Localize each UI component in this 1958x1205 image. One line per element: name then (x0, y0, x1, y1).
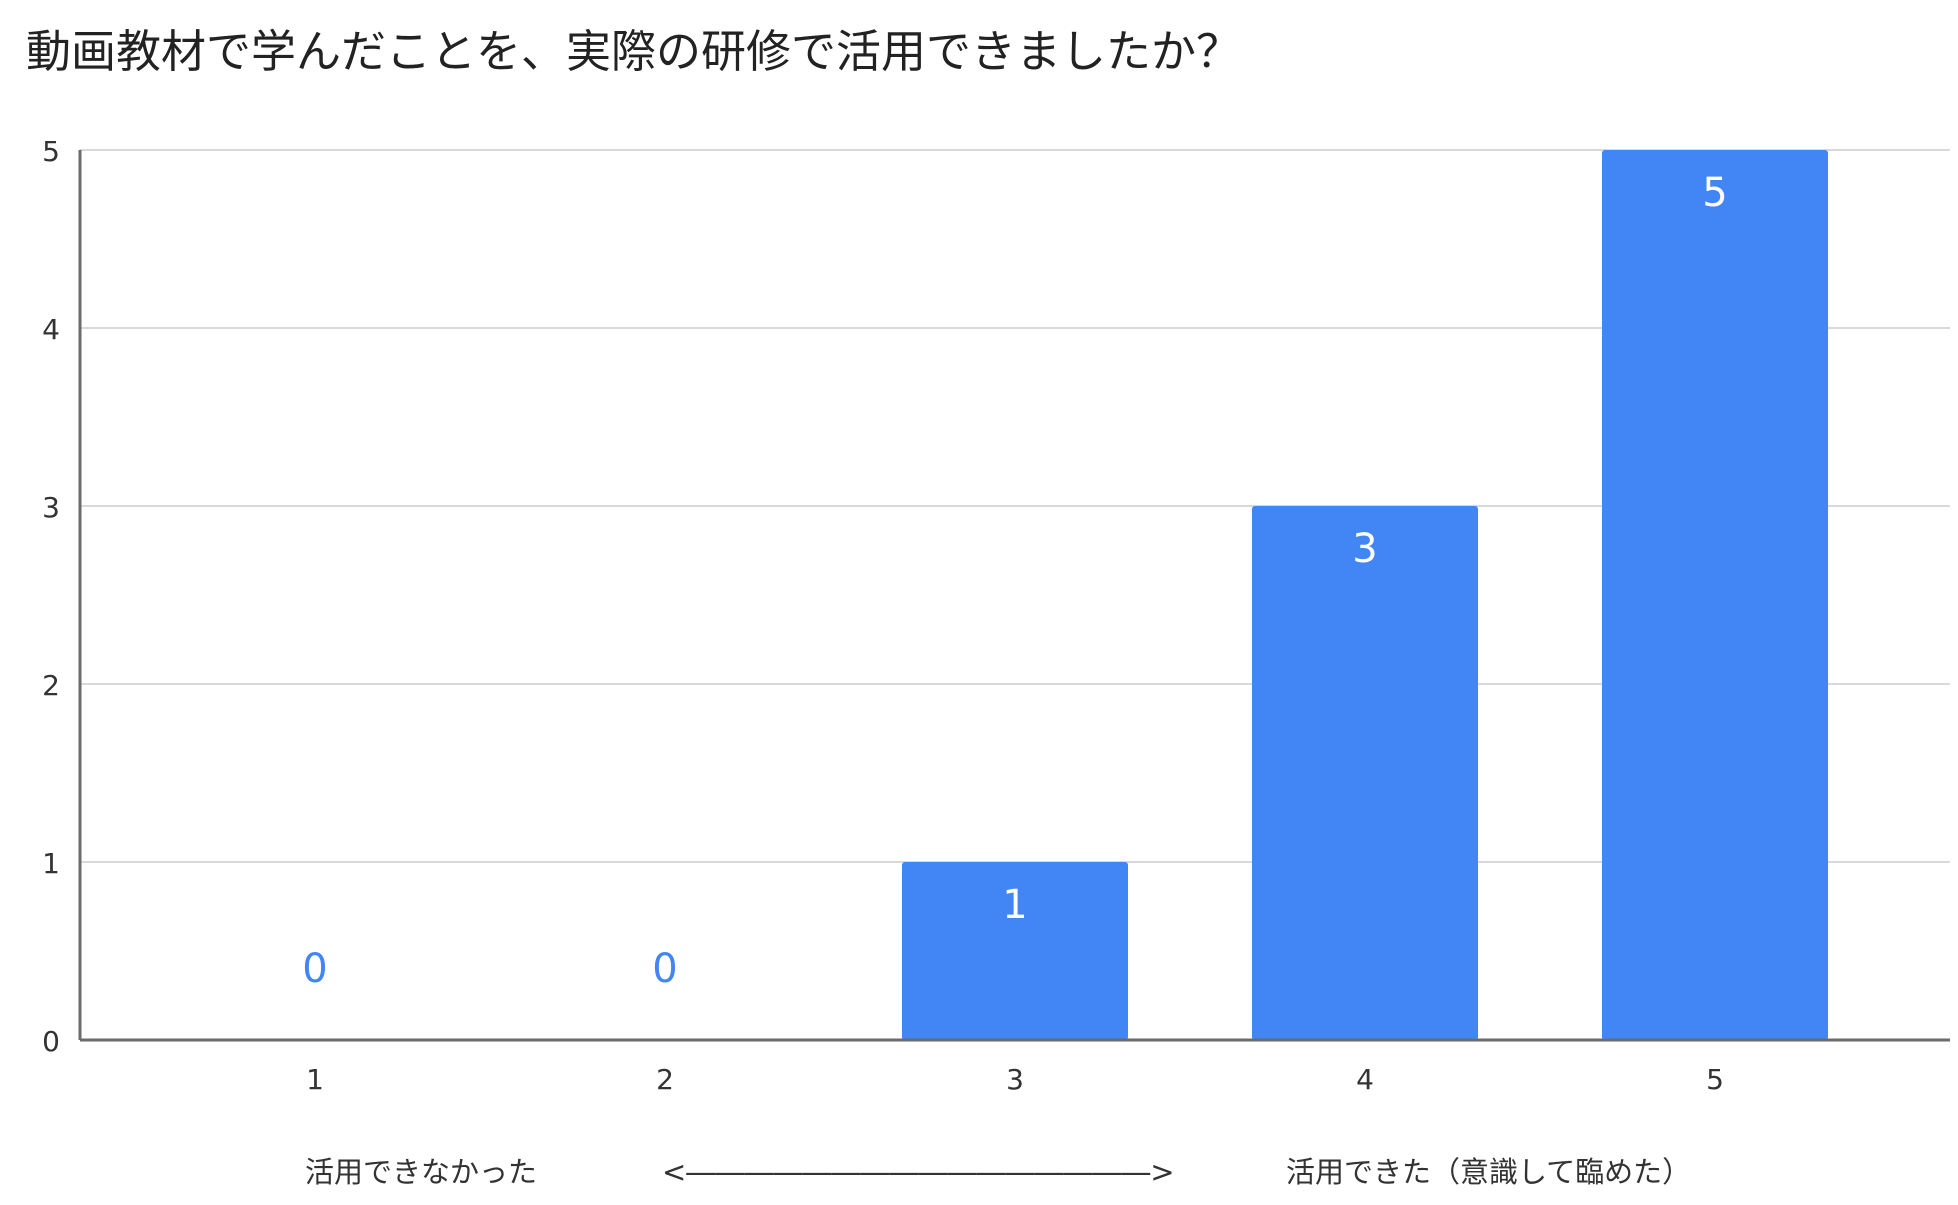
y-tick-label: 1 (42, 847, 60, 880)
chart-title: 動画教材で学んだことを、実際の研修で活用できましたか？ (26, 25, 1242, 78)
y-tick-label: 5 (42, 135, 60, 168)
x-tick-label: 5 (1706, 1063, 1724, 1096)
x-tick-label: 4 (1356, 1063, 1374, 1096)
x-tick-label: 2 (656, 1063, 674, 1096)
data-label: 5 (1702, 170, 1727, 216)
data-label: 0 (652, 946, 677, 992)
tick-labels: 0 1 2 3 4 5 1 2 3 4 5 (42, 135, 1724, 1096)
bar (1602, 150, 1828, 1040)
x-tick-label: 1 (306, 1063, 324, 1096)
x-tick-label: 3 (1006, 1063, 1024, 1096)
data-label: 1 (1002, 882, 1027, 928)
x-axis-label-arrow: <――――――――――――――――> (662, 1155, 1175, 1189)
y-tick-label: 4 (42, 313, 60, 346)
y-tick-label: 0 (42, 1025, 60, 1058)
x-axis-label-left: 活用できなかった (305, 1155, 538, 1189)
bar (1252, 506, 1478, 1040)
axes (78, 150, 1950, 1042)
data-label: 0 (302, 946, 327, 992)
data-labels: 0 0 1 3 5 (302, 170, 1727, 992)
x-axis-label-right: 活用できた（意識して臨めた） (1286, 1155, 1692, 1189)
y-tick-label: 2 (42, 669, 60, 702)
bar (902, 862, 1128, 1040)
y-tick-label: 3 (42, 491, 60, 524)
data-label: 3 (1352, 526, 1377, 572)
bars (902, 150, 1828, 1040)
